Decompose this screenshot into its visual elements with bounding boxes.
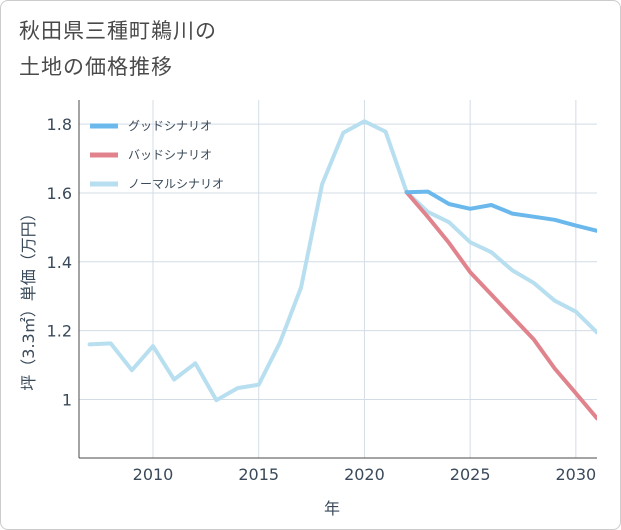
series-line-1 [404,190,597,421]
axes [78,100,597,459]
x-tick-label: 2025 [450,465,491,484]
chart-title: 秋田県三種町鵜川の 土地の価格推移 [19,13,217,85]
y-tick-label: 1.8 [47,115,72,134]
chart-title-line-2: 土地の価格推移 [19,55,173,79]
legend-label: バッドシナリオ [128,148,212,162]
y-tick-label: 1.6 [47,184,72,203]
series-line-2 [87,119,597,403]
y-axis-label: 坪（3.3㎡）単価（万円） [19,205,38,390]
x-tick-label: 2010 [133,465,174,484]
y-tick-label: 1 [62,390,72,409]
legend-label: グッドシナリオ [128,119,212,133]
x-axis-ticks: 2010 2015 2020 2025 2030 [133,465,597,484]
y-axis-ticks: 1 1.2 1.4 1.6 1.8 [47,115,72,409]
series-lines [87,119,597,421]
grid-lines [79,100,597,458]
x-tick-label: 2015 [238,465,279,484]
legend-label: ノーマルシナリオ [128,177,224,191]
y-tick-label: 1.4 [47,253,72,272]
x-tick-label: 2020 [344,465,385,484]
chart-title-line-1: 秋田県三種町鵜川の [19,19,217,43]
x-tick-label: 2030 [555,465,596,484]
series-line-0 [404,189,597,233]
y-tick-label: 1.2 [47,322,72,341]
x-axis-label: 年 [324,499,340,518]
